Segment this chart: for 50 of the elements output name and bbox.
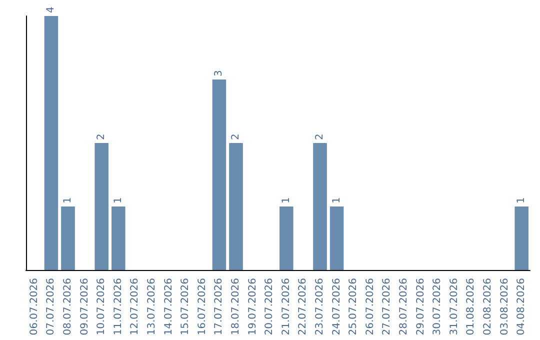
x-tick-label: 11.07.2026 bbox=[112, 278, 124, 336]
x-tick-label: 06.07.2026 bbox=[28, 278, 40, 336]
data-label: 1 bbox=[62, 197, 74, 204]
data-label: 1 bbox=[331, 197, 342, 204]
data-label: 1 bbox=[280, 197, 292, 204]
x-tick-label: 21.07.2026 bbox=[280, 278, 292, 336]
x-tick-label: 16.07.2026 bbox=[196, 278, 208, 336]
x-tick-label: 07.07.2026 bbox=[46, 278, 57, 336]
data-label: 4 bbox=[46, 6, 57, 13]
x-tick-label: 30.07.2026 bbox=[432, 278, 444, 336]
x-tick-label: 28.07.2026 bbox=[398, 278, 410, 336]
x-tick-label: 17.07.2026 bbox=[214, 278, 225, 336]
x-tick-label: 14.07.2026 bbox=[163, 278, 174, 336]
bar bbox=[61, 206, 75, 270]
data-label: 1 bbox=[112, 197, 124, 204]
x-tick-label: 18.07.2026 bbox=[230, 278, 242, 336]
bar bbox=[313, 143, 327, 270]
x-tick-label: 25.07.2026 bbox=[348, 278, 360, 336]
bar bbox=[94, 143, 108, 270]
data-label: 2 bbox=[96, 134, 108, 140]
x-tick-label: 27.07.2026 bbox=[382, 278, 393, 336]
bar bbox=[280, 206, 294, 270]
data-label: 3 bbox=[214, 70, 225, 76]
x-tick-label: 04.08.2026 bbox=[516, 278, 528, 336]
bar bbox=[44, 16, 58, 270]
x-tick-label: 13.07.2026 bbox=[146, 278, 158, 336]
x-tick-label: 31.07.2026 bbox=[448, 278, 460, 336]
x-tick-label: 01.08.2026 bbox=[466, 278, 477, 336]
bar bbox=[514, 206, 528, 270]
x-tick-label: 23.07.2026 bbox=[314, 278, 326, 336]
data-label: 2 bbox=[314, 134, 326, 140]
x-tick-label: 02.08.2026 bbox=[482, 278, 494, 336]
x-tick-label: 12.07.2026 bbox=[130, 278, 141, 336]
bar bbox=[212, 80, 226, 270]
x-tick-label: 10.07.2026 bbox=[96, 278, 108, 336]
data-label: 1 bbox=[516, 197, 528, 204]
data-label: 2 bbox=[230, 134, 242, 140]
x-tick-label: 15.07.2026 bbox=[180, 278, 192, 336]
bar bbox=[330, 206, 344, 270]
x-tick-label: 19.07.2026 bbox=[247, 278, 258, 336]
x-tick-label: 20.07.2026 bbox=[264, 278, 276, 336]
x-tick-label: 09.07.2026 bbox=[79, 278, 90, 336]
x-tick-label: 22.07.2026 bbox=[298, 278, 309, 336]
bar bbox=[112, 206, 126, 270]
bar bbox=[229, 143, 243, 270]
x-tick-label: 24.07.2026 bbox=[331, 278, 342, 336]
x-tick-label: 26.07.2026 bbox=[364, 278, 376, 336]
x-tick-label: 03.08.2026 bbox=[499, 278, 510, 336]
x-tick-label: 08.07.2026 bbox=[62, 278, 74, 336]
x-tick-label: 29.07.2026 bbox=[415, 278, 426, 336]
